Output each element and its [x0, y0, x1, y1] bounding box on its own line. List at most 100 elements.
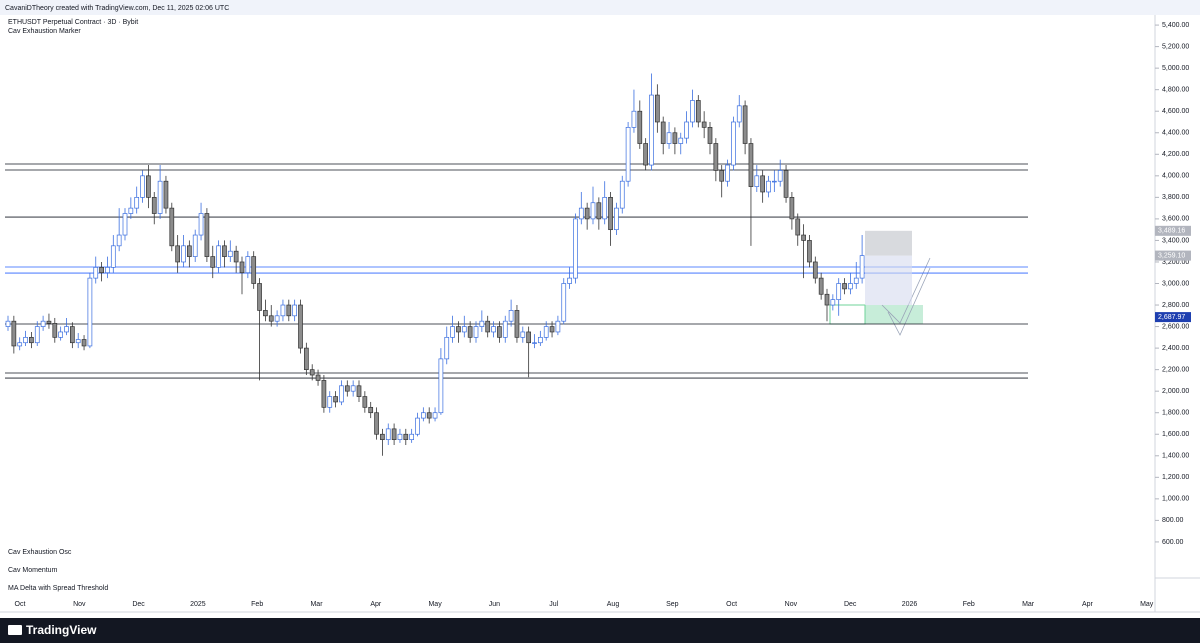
candle-body	[578, 207, 584, 220]
candle-body	[631, 110, 637, 128]
y-tick-label: 4,600.00	[1162, 108, 1189, 115]
candle-body	[286, 304, 292, 317]
candle-body	[789, 197, 795, 220]
candle-body	[23, 336, 28, 344]
candle-body	[64, 326, 69, 333]
candle-body	[549, 326, 555, 333]
y-tick-label: 3,600.00	[1162, 216, 1189, 223]
footer-logo: TradingView	[26, 623, 97, 637]
candle-body	[608, 197, 613, 231]
header-text: CavaniDTheory created with TradingView.c…	[5, 5, 229, 12]
candle-body	[678, 137, 684, 144]
x-tick-label: Jul	[549, 601, 558, 608]
header-bar	[0, 0, 1200, 15]
x-tick-label: Aug	[607, 601, 620, 608]
candle-body	[795, 218, 801, 236]
candle-body	[830, 299, 836, 306]
candle-body	[356, 385, 362, 397]
candle-body	[602, 197, 608, 220]
x-tick-label: Feb	[251, 601, 263, 608]
y-tick-label: 5,200.00	[1162, 43, 1189, 50]
y-tick-label: 1,200.00	[1162, 474, 1189, 481]
price-tag	[1155, 250, 1191, 261]
candle-body	[391, 428, 397, 440]
candle-body	[701, 121, 707, 128]
candle-body	[520, 331, 526, 338]
candle-body	[643, 143, 649, 166]
candle-body	[660, 121, 666, 144]
candle-body	[748, 143, 754, 187]
candle-body	[502, 320, 508, 338]
candle-body	[99, 266, 104, 274]
price-tag	[1155, 312, 1191, 323]
candle-body	[110, 245, 116, 268]
x-tick-label: Sep	[666, 601, 679, 608]
candle-body	[233, 250, 239, 263]
candle-body	[181, 245, 186, 263]
candle-body	[87, 277, 93, 347]
candle-body	[807, 240, 812, 263]
x-tick-label: Jun	[489, 601, 500, 608]
candle-body	[848, 283, 853, 290]
candle-body	[584, 207, 590, 220]
candle-body	[385, 428, 391, 440]
y-tick-label: 2,600.00	[1162, 323, 1189, 330]
candle-body	[268, 315, 274, 322]
candle-body	[532, 342, 537, 344]
candle-body	[280, 304, 286, 317]
y-tick-label: 800.00	[1162, 517, 1184, 524]
candle-body	[350, 385, 356, 392]
candle-body	[766, 180, 771, 193]
candle-body	[707, 127, 713, 144]
logo-icon	[8, 625, 22, 635]
candle-body	[690, 100, 695, 123]
candle-body	[210, 256, 216, 268]
candle-body	[344, 385, 350, 392]
projection-arrow	[881, 257, 931, 324]
candle-body	[128, 207, 134, 214]
candle-body	[187, 245, 192, 257]
price-tag-label: 3,489.16	[1158, 228, 1185, 235]
candle-body	[151, 197, 157, 214]
x-tick-label: Nov	[785, 601, 798, 608]
y-tick-label: 3,800.00	[1162, 194, 1189, 201]
zone-outline	[829, 304, 866, 325]
candle-body	[309, 369, 315, 376]
candle-body	[175, 245, 180, 263]
x-tick-label: May	[428, 601, 442, 608]
x-tick-label: 2025	[190, 601, 206, 608]
candle-body	[403, 433, 409, 440]
y-tick-label: 2,200.00	[1162, 366, 1189, 373]
projection-arrow	[887, 267, 931, 336]
y-tick-label: 4,200.00	[1162, 151, 1189, 158]
candle-body	[298, 304, 303, 349]
candle-body	[29, 336, 34, 344]
indicator-label: MA Delta with Spread Threshold	[8, 585, 108, 592]
indicator-label: Cav Momentum	[8, 567, 58, 574]
price-tag-label: 3,259.10	[1158, 252, 1185, 259]
candle-body	[122, 213, 128, 236]
candle-body	[239, 261, 245, 274]
x-tick-label: Nov	[73, 601, 86, 608]
candle-body	[263, 310, 268, 317]
candle-body	[339, 385, 344, 403]
candle-body	[771, 180, 777, 183]
footer-bar	[0, 618, 1200, 643]
candle-body	[543, 326, 549, 338]
y-tick-label: 2,400.00	[1162, 345, 1189, 352]
candle-body	[169, 207, 175, 247]
candle-body	[567, 277, 572, 284]
candle-body	[362, 396, 368, 408]
candle-body	[315, 374, 321, 381]
candle-body	[777, 170, 783, 182]
candle-body	[537, 336, 543, 344]
candle-body	[93, 266, 99, 279]
candle-body	[783, 170, 789, 198]
candle-body	[713, 143, 719, 171]
candle-body	[514, 310, 520, 338]
candle-body	[134, 197, 140, 209]
candle-body	[75, 339, 81, 344]
candle-body	[619, 180, 625, 209]
candle-body	[508, 310, 514, 322]
